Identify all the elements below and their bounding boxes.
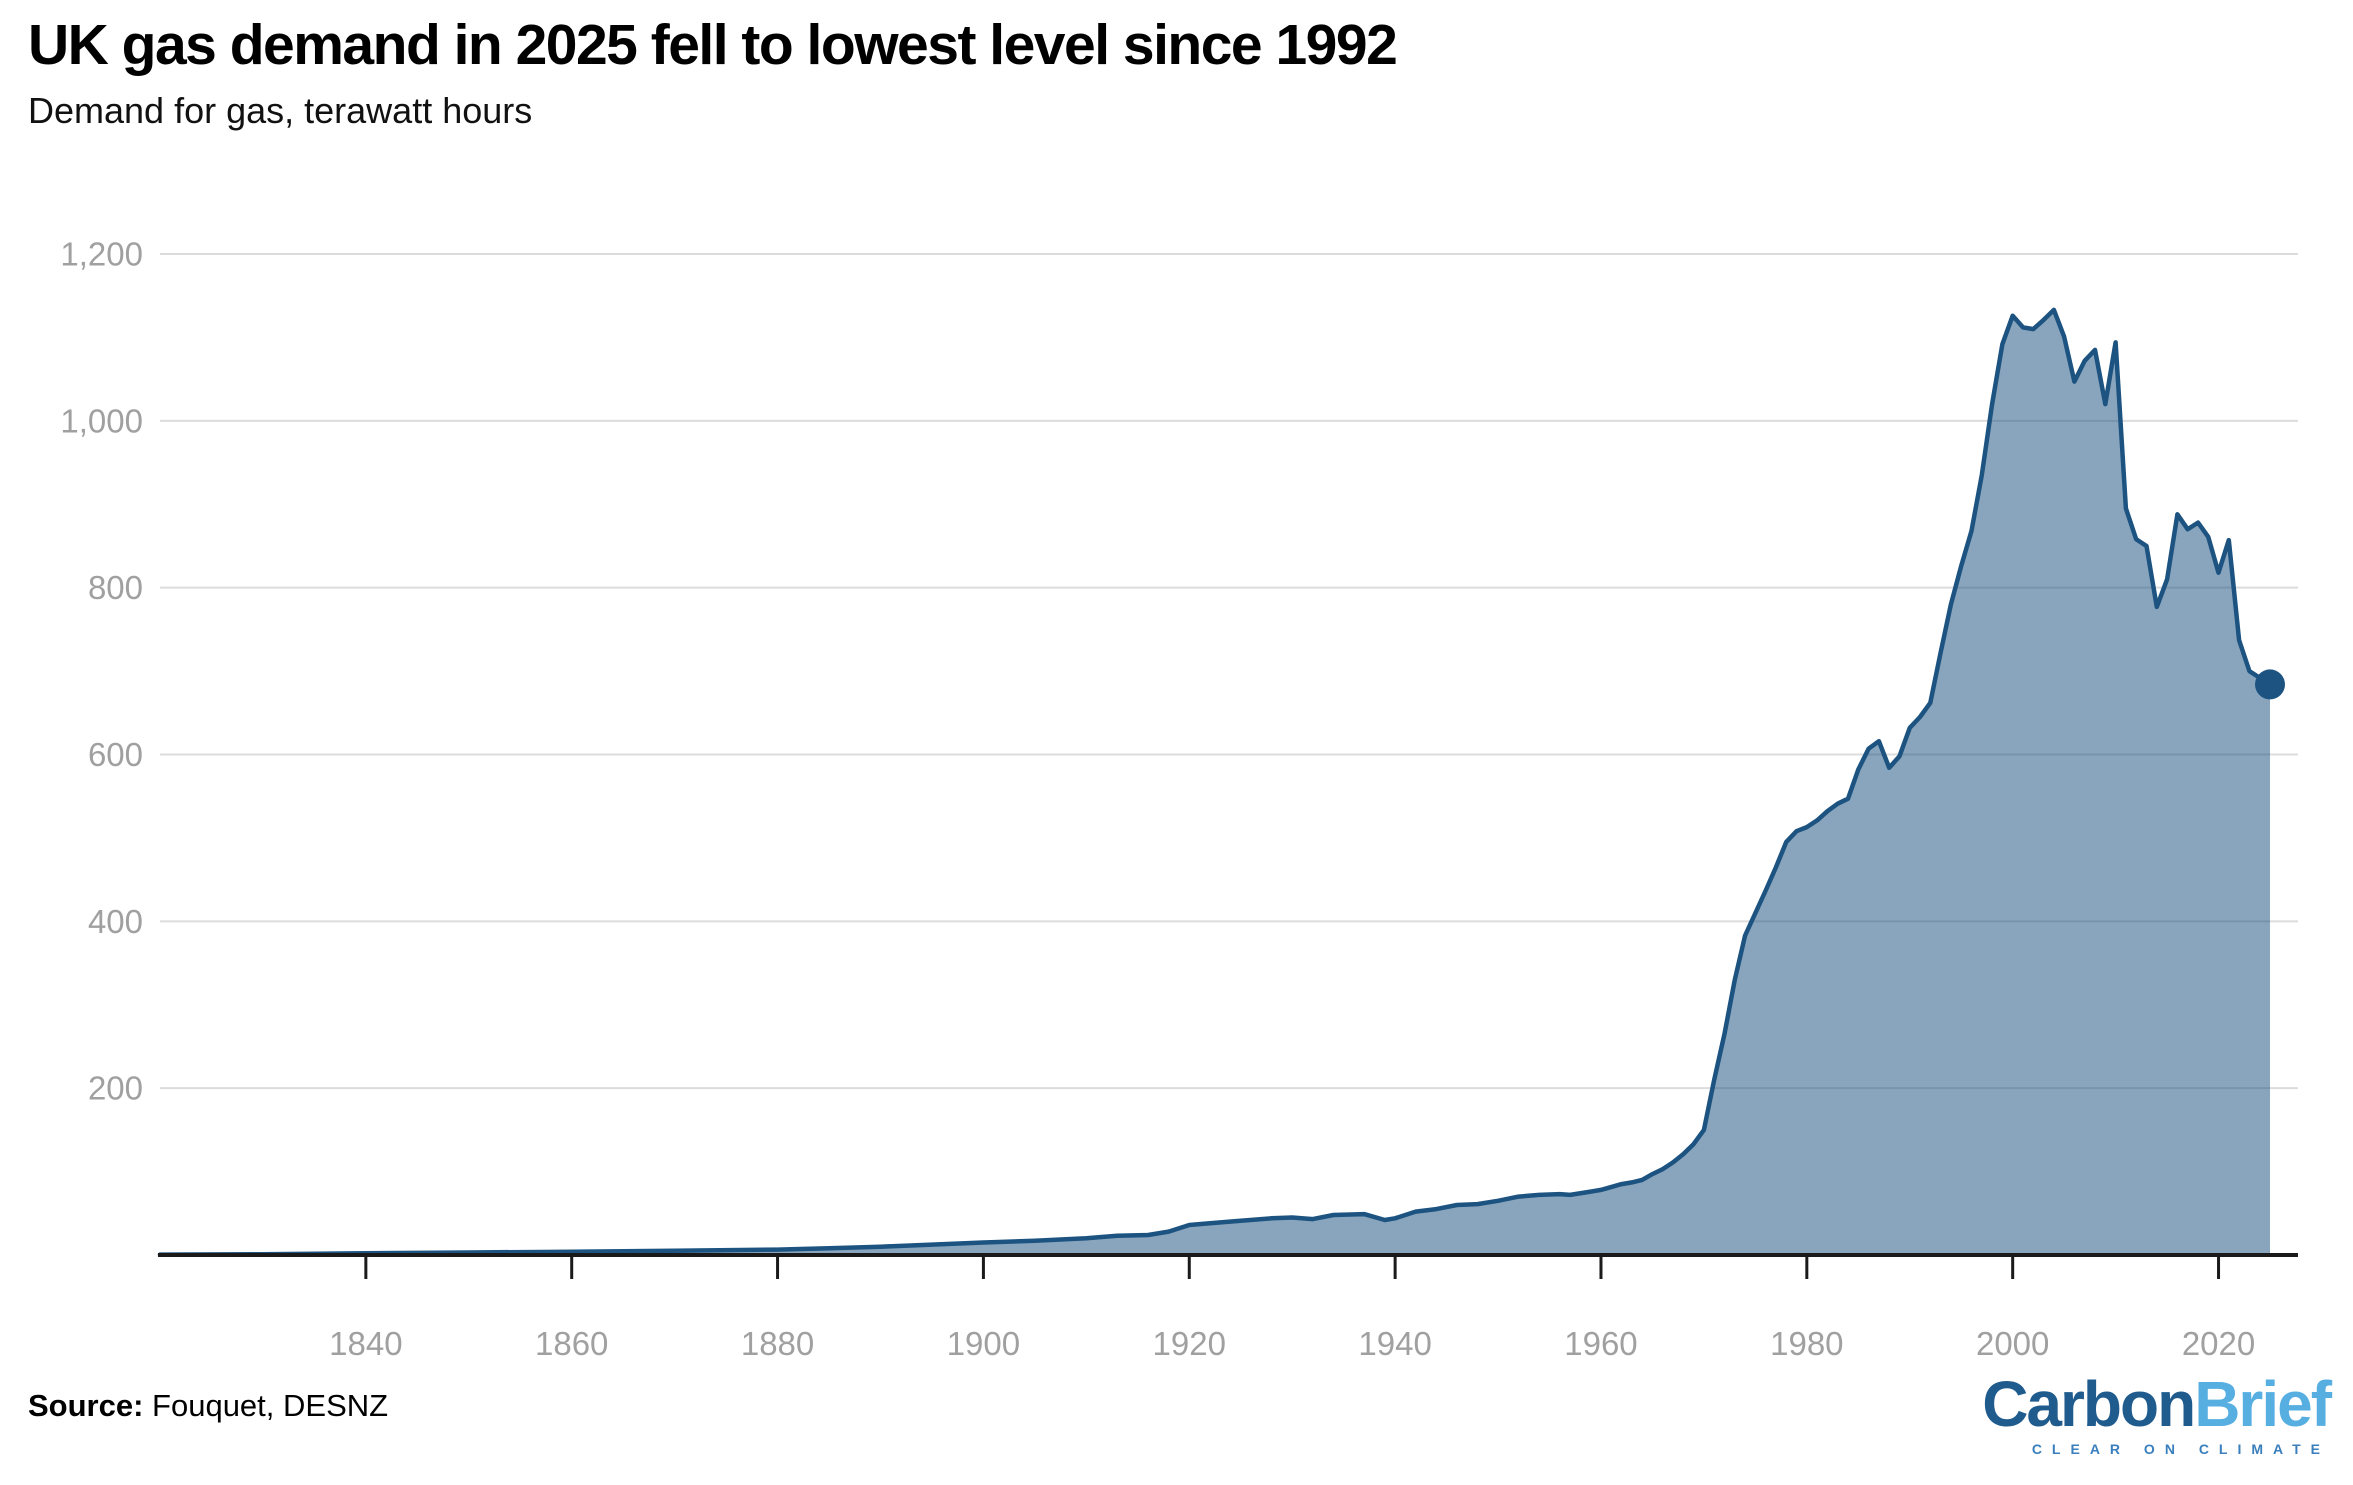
logo-carbon-text: Carbon [1982,1368,2196,1440]
y-axis-tick-label: 1,000 [60,402,143,439]
y-axis-tick-label: 400 [88,903,143,940]
carbonbrief-logo: CarbonBrief CLEAR ON CLIMATE [1982,1372,2332,1457]
x-axis-tick-label: 1840 [329,1325,402,1362]
x-axis-tick-label: 1920 [1153,1325,1226,1362]
chart-header: UK gas demand in 2025 fell to lowest lev… [28,12,1398,132]
logo-brief-text: Brief [2194,1368,2332,1440]
page-title: UK gas demand in 2025 fell to lowest lev… [28,13,1398,77]
x-axis-tick-label: 2000 [1976,1325,2049,1362]
latest-value-marker [2255,669,2285,700]
y-axis-tick-label: 600 [88,736,143,773]
logo-tagline: CLEAR ON CLIMATE [2031,1441,2330,1457]
demand-trend-line [157,307,2273,1257]
source-text: Fouquet, DESNZ [143,1388,389,1423]
chart-subtitle: Demand for gas, terawatt hours [28,90,533,131]
y-axis-tick-label: 200 [88,1070,143,1107]
carbonbrief-wordmark: CarbonBrief [1982,1372,2332,1436]
x-axis-tick-label: 2020 [2182,1325,2255,1362]
x-axis-tick-label: 1960 [1564,1325,1637,1362]
source-label: Source: [28,1388,144,1423]
y-axis-tick-label: 1,200 [60,236,143,273]
x-axis-tick-label: 1940 [1358,1325,1431,1362]
x-axis-tick-label: 1860 [535,1325,608,1362]
source-note: Source: Fouquet, DESNZ [28,1388,388,1424]
y-axis-tick-label: 800 [88,569,143,606]
x-axis-tick-label: 1980 [1770,1325,1843,1362]
x-axis-tick-label: 1900 [947,1325,1020,1362]
x-axis-tick-label: 1880 [741,1325,814,1362]
demand-area-fill [160,309,2270,1255]
